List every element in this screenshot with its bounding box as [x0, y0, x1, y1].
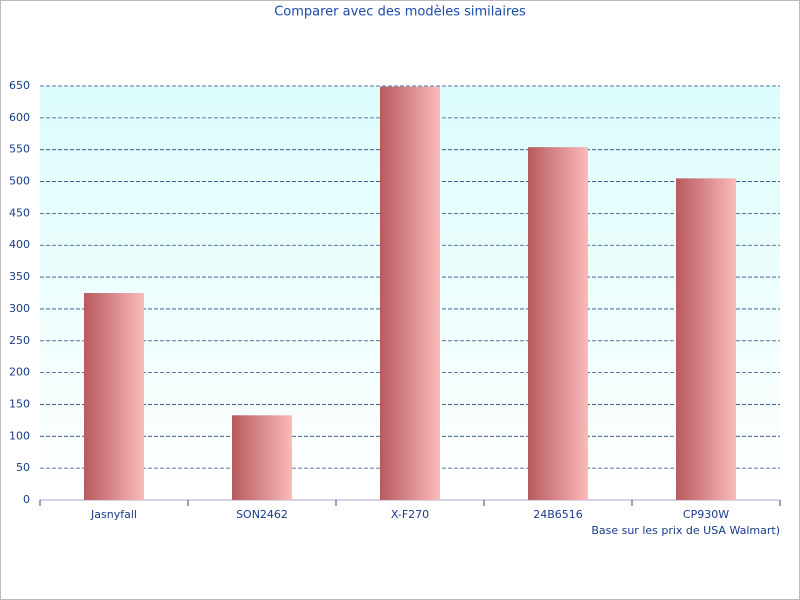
x-tick-label: CP930W [683, 508, 729, 521]
x-tick-label: SON2462 [236, 508, 288, 521]
y-tick-label: 250 [9, 334, 30, 347]
x-tick-label: Jasnyfall [90, 508, 137, 521]
y-tick-label: 50 [16, 461, 30, 474]
y-tick-label: 150 [9, 397, 30, 410]
bar [676, 178, 736, 500]
y-tick-label: 0 [23, 493, 30, 506]
y-tick-label: 550 [9, 143, 30, 156]
bar [380, 86, 440, 500]
y-tick-label: 400 [9, 238, 30, 251]
y-tick-label: 350 [9, 270, 30, 283]
bar [232, 415, 292, 500]
y-tick-label: 600 [9, 111, 30, 124]
x-tick-label: 24B6516 [533, 508, 583, 521]
y-tick-label: 650 [9, 79, 30, 92]
x-tick-label: X-F270 [391, 508, 429, 521]
y-tick-label: 300 [9, 302, 30, 315]
chart-title: Comparer avec des modèles similaires [274, 5, 526, 20]
y-tick-label: 200 [9, 366, 30, 379]
y-tick-label: 450 [9, 206, 30, 219]
x-axis-label: Base sur les prix de USA Walmart) [591, 524, 780, 537]
y-tick-label: 100 [9, 429, 30, 442]
y-tick-label: 500 [9, 175, 30, 188]
bar [528, 147, 588, 500]
bar [84, 293, 144, 500]
